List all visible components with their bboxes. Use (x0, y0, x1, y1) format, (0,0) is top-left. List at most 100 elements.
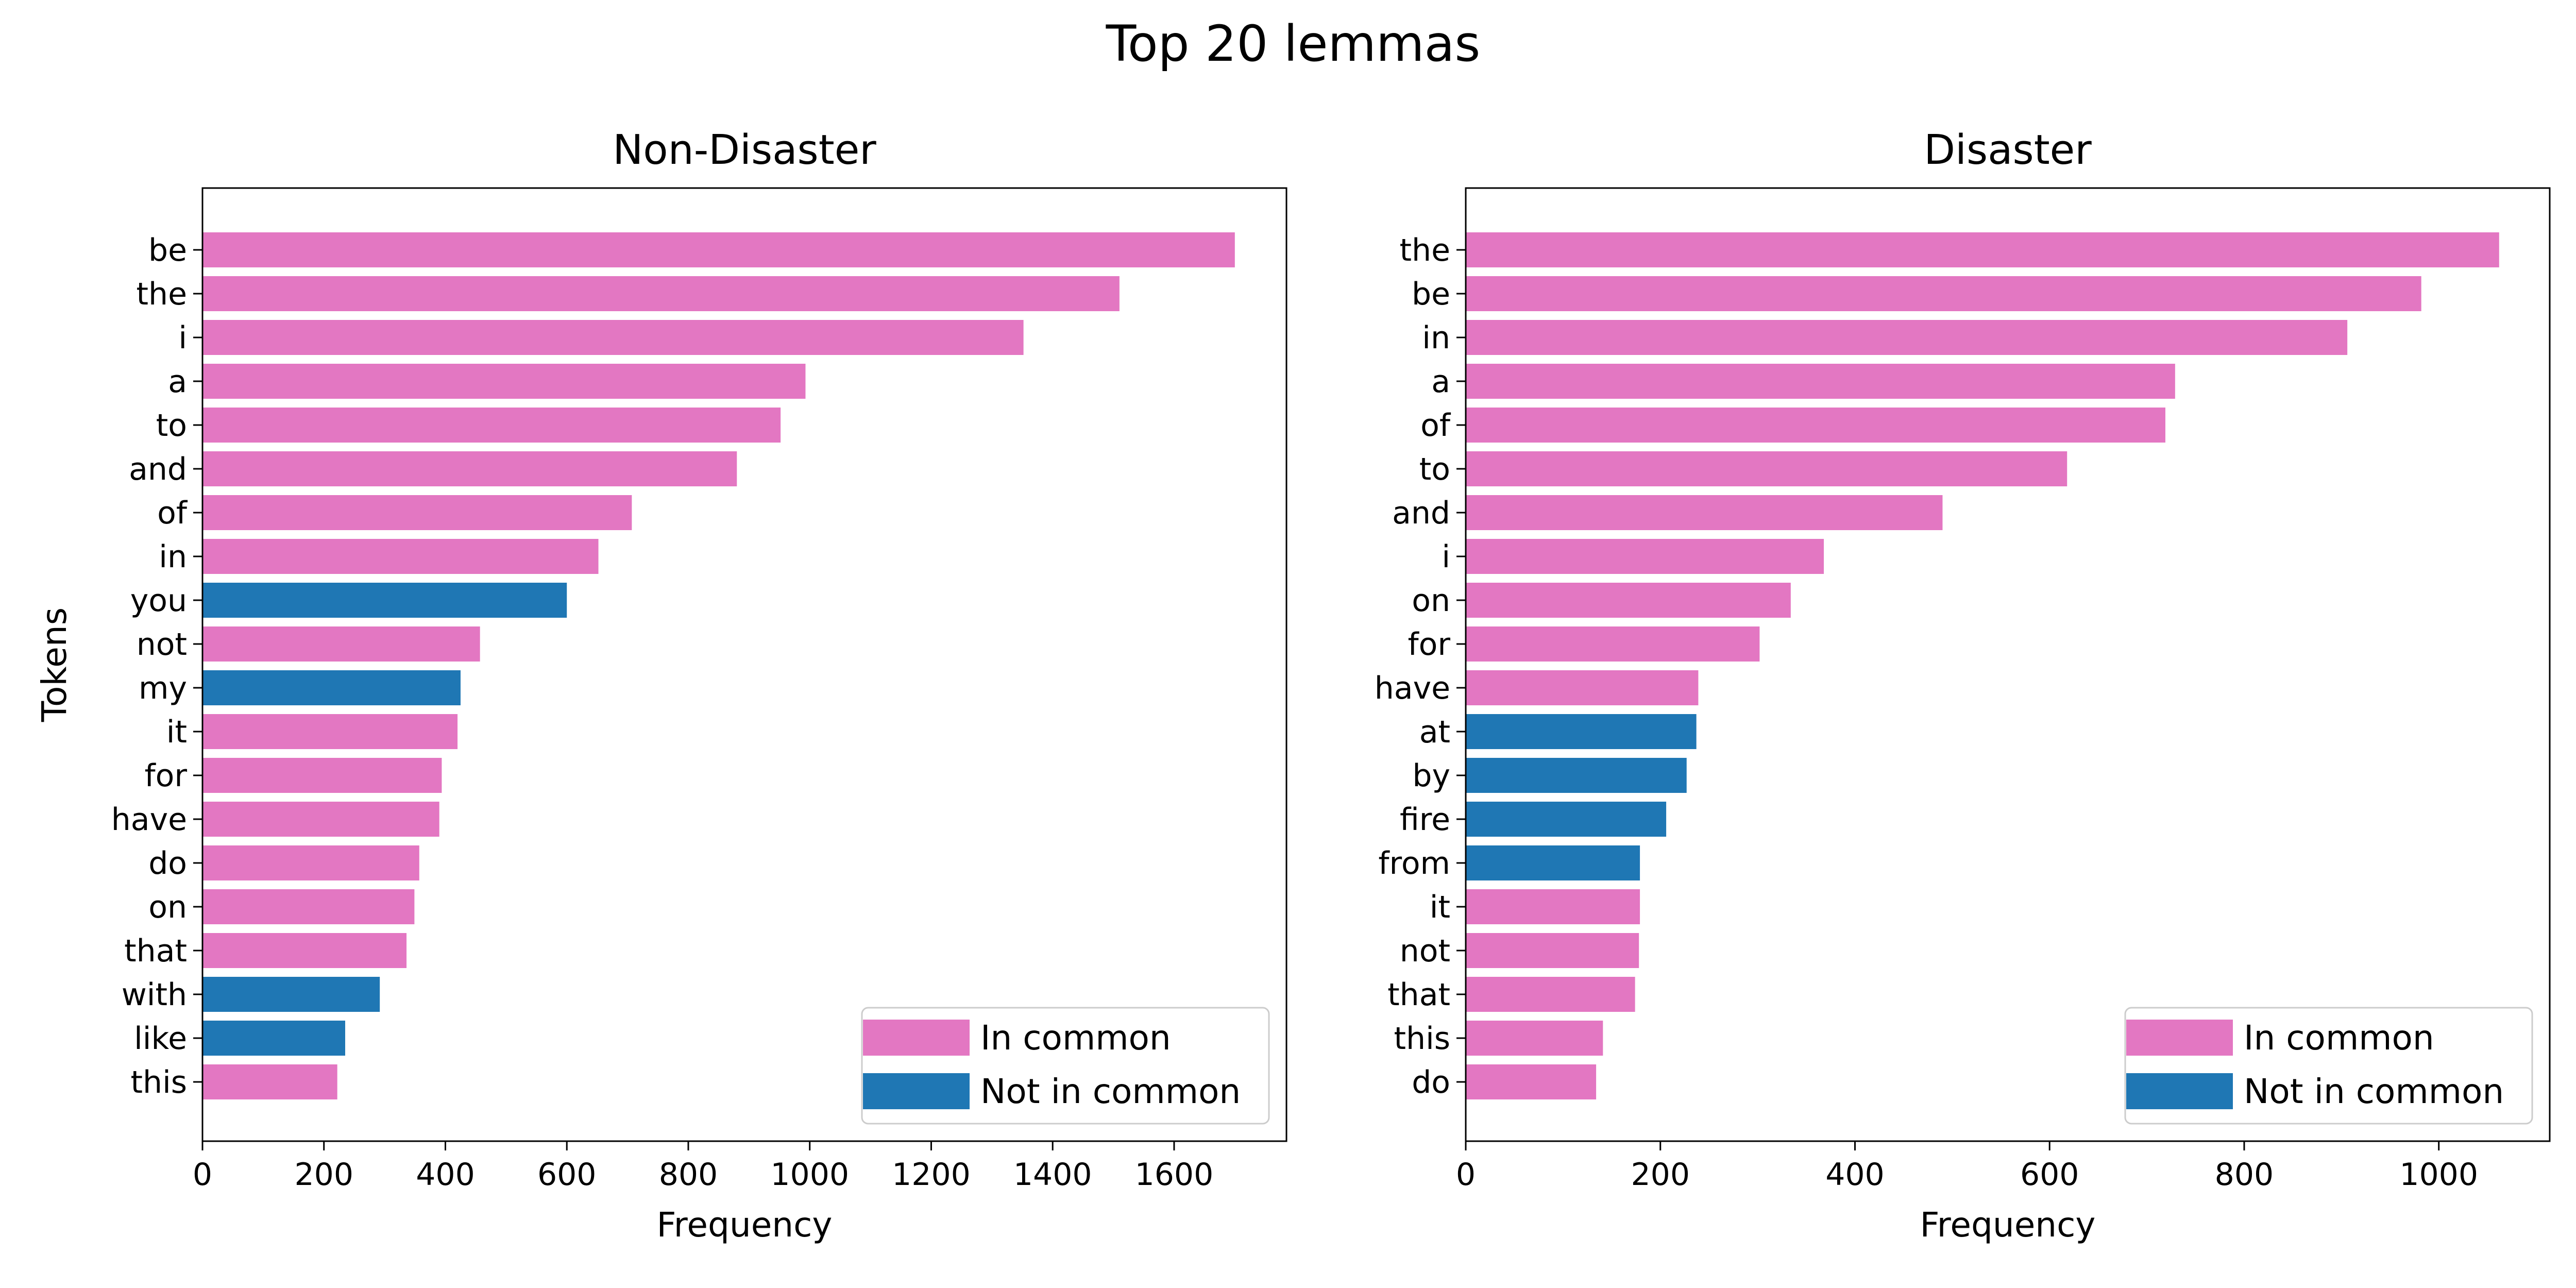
x-tick-label-800: 800 (2215, 1157, 2274, 1193)
legend-label-in-common: In common (980, 1018, 1171, 1058)
x-axis-label: Frequency (657, 1205, 833, 1245)
y-tick-label-to: to (1419, 451, 1450, 487)
y-tick-label-be: be (148, 232, 187, 268)
x-tick-label-1400: 1400 (1013, 1157, 1092, 1193)
bar-you (202, 583, 567, 618)
bar-this (202, 1064, 337, 1099)
x-tick-label-800: 800 (659, 1157, 718, 1193)
bar-in (202, 539, 599, 574)
y-tick-label-not: not (137, 626, 187, 663)
bar-with (202, 977, 380, 1012)
y-tick-label-and: and (129, 451, 187, 487)
y-tick-label-in: in (1422, 320, 1450, 356)
bar-the (1466, 232, 2499, 267)
x-tick-label-0: 0 (1456, 1157, 1476, 1193)
y-tick-label-of: of (1420, 408, 1451, 444)
x-tick-label-200: 200 (294, 1157, 353, 1193)
bar-it (1466, 889, 1640, 924)
x-tick-label-200: 200 (1631, 1157, 1690, 1193)
bar-in (1466, 320, 2348, 355)
y-tick-label-do: do (1412, 1064, 1450, 1100)
y-tick-label-this: this (1394, 1021, 1450, 1057)
bar-of (202, 495, 632, 530)
legend-swatch-not-in-common (2126, 1073, 2233, 1109)
x-tick-label-1600: 1600 (1135, 1157, 1214, 1193)
y-tick-label-my: my (139, 670, 187, 706)
bar-from (1466, 845, 1640, 880)
y-tick-label-it: it (166, 714, 187, 750)
legend-label-in-common: In common (2244, 1018, 2434, 1058)
chart-panel-disaster: Disaster the be in a of to and i on for have at by fir… (1375, 126, 2551, 1245)
x-tick-label-1000: 1000 (2399, 1157, 2478, 1193)
legend-label-not-in-common: Not in common (980, 1072, 1241, 1111)
y-tick-label-from: from (1378, 845, 1450, 882)
x-axis-label: Frequency (1920, 1205, 2096, 1245)
bar-i (202, 320, 1024, 355)
y-tick-label-it: it (1430, 889, 1450, 925)
bar-to (202, 408, 781, 443)
y-tick-label-i: i (1442, 539, 1450, 575)
y-tick-label-for: for (145, 758, 188, 794)
legend: In common Not in common (2124, 1007, 2533, 1125)
x-tick-label-1200: 1200 (892, 1157, 971, 1193)
bar-this (1466, 1021, 1603, 1056)
y-tick-label-you: you (130, 583, 187, 619)
y-tick-label-that: that (1387, 977, 1450, 1013)
legend-label-not-in-common: Not in common (2244, 1072, 2504, 1111)
bar-not (1466, 933, 1639, 968)
y-tick-label-have: have (111, 802, 187, 838)
bar-have (1466, 670, 1699, 705)
bar-and (202, 451, 737, 486)
bar-that (1466, 977, 1635, 1012)
bar-on (202, 889, 415, 924)
legend-swatch-in-common (863, 1020, 970, 1056)
axes-frame (201, 187, 1287, 1142)
bar-for (1466, 626, 1760, 662)
bar-it (202, 714, 458, 749)
bar-on (1466, 583, 1791, 618)
legend-swatch-not-in-common (863, 1073, 970, 1109)
bar-the (202, 276, 1120, 311)
bar-by (1466, 758, 1687, 793)
axes-frame (1465, 187, 2551, 1142)
chart-panel-non-disaster: Non-Disaster be the ia to and of in you not my it fo… (35, 126, 1287, 1245)
y-tick-label-at: at (1419, 714, 1450, 750)
y-tick-label-and: and (1392, 495, 1450, 531)
bar-a (1466, 364, 2175, 399)
bar-fire (1466, 802, 1667, 837)
y-tick-label-on: on (148, 889, 187, 925)
y-tick-label-the: the (137, 276, 187, 312)
bar-do (1466, 1064, 1597, 1099)
bar-to (1466, 451, 2067, 486)
y-tick-label-fire: fire (1400, 802, 1450, 838)
y-tick-label-not: not (1400, 933, 1450, 969)
y-tick-label-in: in (159, 539, 187, 575)
y-tick-label-have: have (1375, 670, 1450, 706)
subplot-title-non-disaster: Non-Disaster (613, 126, 876, 174)
bar-and (1466, 495, 1943, 530)
bar-be (1466, 276, 2421, 311)
y-tick-label-for: for (1408, 626, 1451, 663)
y-tick-label-do: do (148, 845, 187, 882)
y-tick-label-like: like (134, 1021, 187, 1057)
bar-for (202, 758, 442, 793)
y-tick-label-that: that (124, 933, 187, 969)
y-tick-label-of: of (157, 495, 188, 531)
y-tick-label-to: to (156, 408, 187, 444)
x-tick-label-600: 600 (537, 1157, 597, 1193)
bar-have (202, 802, 439, 837)
x-tick-label-400: 400 (416, 1157, 475, 1193)
y-tick-label-a: a (168, 364, 187, 400)
bar-do (202, 845, 419, 880)
y-tick-label-the: the (1400, 232, 1450, 268)
bar-a (202, 364, 806, 399)
bar-my (202, 670, 461, 705)
subplot-title-disaster: Disaster (1924, 126, 2092, 174)
bar-not (202, 626, 480, 662)
x-tick-label-0: 0 (193, 1157, 212, 1193)
y-tick-label-with: with (122, 977, 187, 1013)
bar-of (1466, 408, 2165, 443)
bar-like (202, 1021, 345, 1056)
y-tick-label-this: this (131, 1064, 187, 1100)
